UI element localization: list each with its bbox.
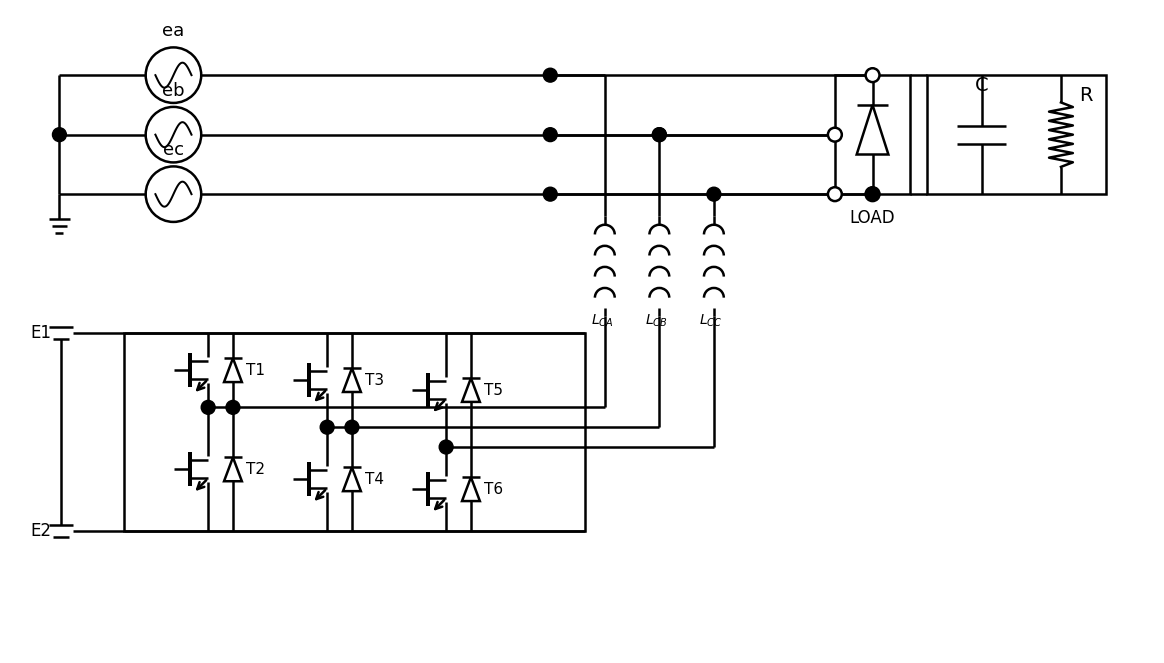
Circle shape (345, 420, 359, 434)
Circle shape (544, 68, 558, 82)
Circle shape (828, 187, 842, 201)
Circle shape (146, 47, 201, 103)
Text: ec: ec (163, 141, 184, 160)
Circle shape (866, 187, 880, 201)
Circle shape (439, 440, 453, 454)
Text: T5: T5 (484, 383, 503, 398)
Circle shape (544, 128, 558, 142)
Text: E2: E2 (30, 522, 51, 540)
Circle shape (201, 400, 215, 414)
Text: $L_{CB}$: $L_{CB}$ (645, 312, 668, 329)
Text: T3: T3 (364, 373, 384, 388)
Text: T4: T4 (364, 472, 384, 487)
Circle shape (707, 187, 721, 201)
Circle shape (544, 187, 558, 201)
Text: T6: T6 (484, 481, 503, 497)
Text: eb: eb (162, 82, 185, 100)
Text: $L_{CA}$: $L_{CA}$ (590, 312, 613, 329)
Text: C: C (974, 76, 988, 95)
Text: T1: T1 (246, 363, 265, 378)
Text: ea: ea (162, 23, 185, 40)
Bar (927, 75, 1106, 194)
Text: $L_{CC}$: $L_{CC}$ (700, 312, 723, 329)
Circle shape (652, 128, 666, 142)
Text: LOAD: LOAD (850, 209, 895, 227)
Circle shape (52, 128, 66, 142)
Text: E1: E1 (30, 324, 51, 342)
Circle shape (320, 420, 334, 434)
Circle shape (146, 107, 201, 162)
Circle shape (866, 187, 880, 201)
Circle shape (146, 166, 201, 222)
Circle shape (226, 400, 240, 414)
Bar (123, 333, 585, 531)
Text: R: R (1079, 86, 1092, 105)
Bar (835, 75, 910, 194)
Text: T2: T2 (246, 462, 265, 477)
Circle shape (866, 68, 880, 82)
Circle shape (652, 128, 666, 142)
Circle shape (828, 128, 842, 142)
